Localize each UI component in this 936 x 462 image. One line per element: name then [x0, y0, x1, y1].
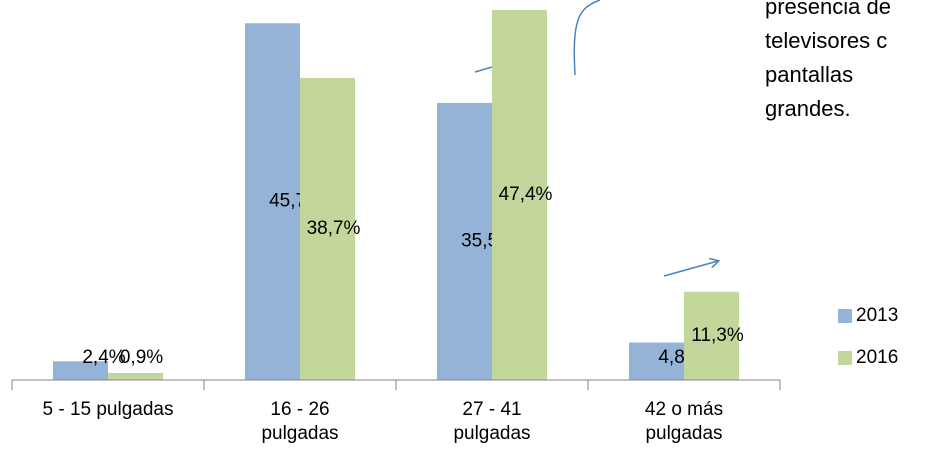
data-label: 2,4% [82, 347, 125, 368]
legend-swatch [838, 351, 852, 365]
bar [300, 77, 355, 381]
data-label: 38,7% [307, 218, 361, 239]
annotation: televisores c [765, 28, 888, 53]
data-label: 0,9% [120, 347, 163, 368]
x-tick-label: 27 - 41 pulgadas [453, 399, 531, 444]
x-tick-label: 42 o más pulgadas [644, 399, 724, 444]
bar [684, 291, 739, 380]
bar [245, 23, 300, 380]
bar [492, 10, 547, 380]
data-label: 47,4% [499, 184, 553, 205]
x-tick-label: 16 - 26 pulgadas [261, 399, 339, 444]
legend-label: 2013 [856, 305, 898, 326]
bracket [573, 0, 601, 76]
bar [629, 342, 684, 380]
annotation: pantallas [765, 62, 854, 87]
arrow [663, 261, 718, 277]
bar [437, 102, 492, 381]
x-tick-label: 5 - 15 pulgadas [42, 399, 174, 420]
annotation: presencia de [765, 0, 891, 19]
bar [53, 361, 108, 380]
bar [108, 372, 163, 380]
legend-label: 2016 [856, 347, 898, 368]
legend-swatch [838, 309, 852, 323]
annotation: grandes. [765, 96, 851, 121]
data-label: 11,3% [691, 325, 744, 346]
